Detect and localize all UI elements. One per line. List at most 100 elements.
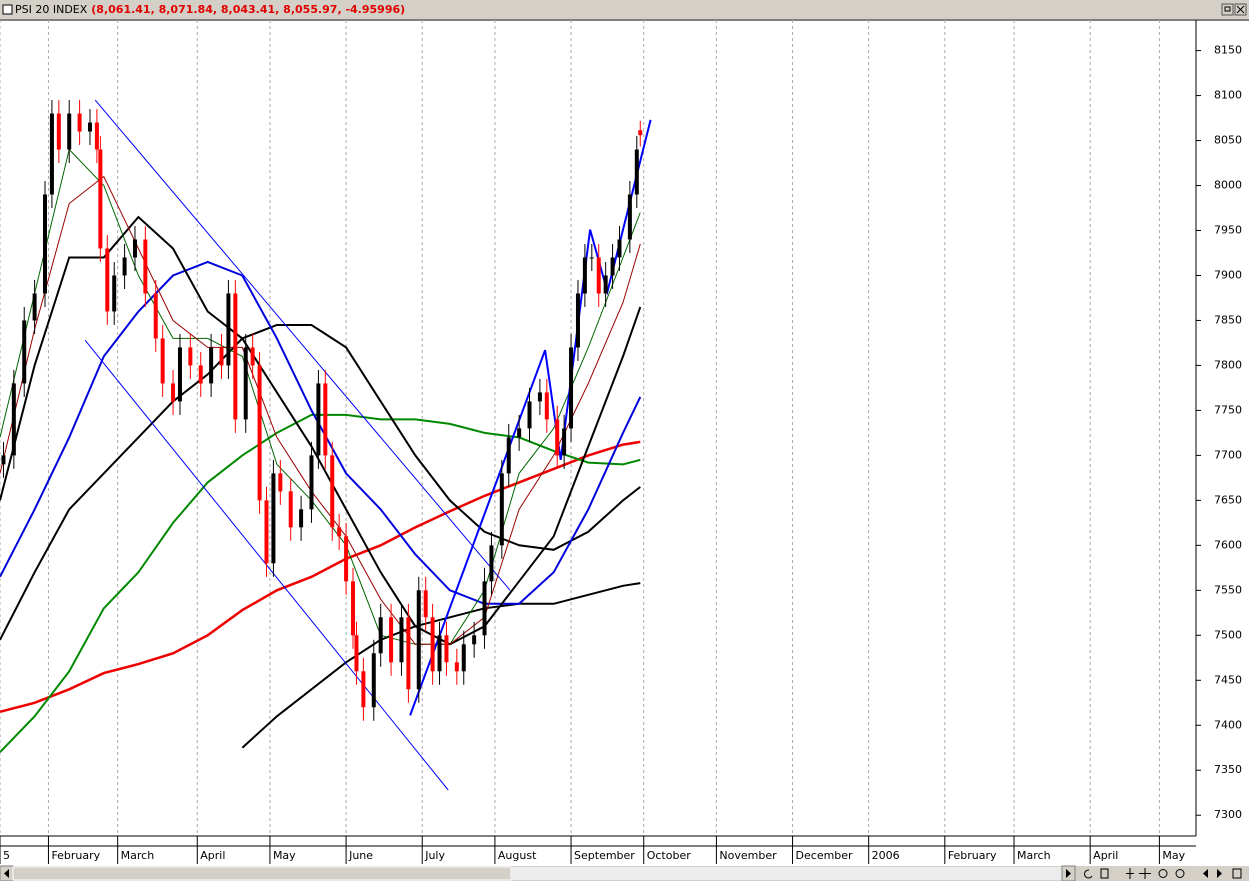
- candle-body: [32, 293, 37, 321]
- candle-body: [589, 257, 594, 259]
- scrollbar[interactable]: [0, 865, 1249, 881]
- y-tick-label: 7350: [1214, 763, 1242, 776]
- candle-body: [177, 347, 182, 402]
- toolbar-bg: [1078, 866, 1249, 881]
- x-tick-label: March: [1017, 849, 1051, 862]
- candle-body: [399, 617, 404, 663]
- tool-icon[interactable]: [1158, 869, 1168, 878]
- y-tick-label: 7500: [1214, 628, 1242, 641]
- grid: [0, 20, 1160, 835]
- restore-icon: [1224, 6, 1231, 12]
- candle-body: [506, 437, 511, 474]
- tool-icon[interactable]: [1126, 868, 1134, 879]
- candle-body: [309, 455, 314, 510]
- tool-icon[interactable]: [1100, 868, 1109, 879]
- candle-body: [454, 662, 459, 672]
- candle-body: [437, 635, 442, 672]
- candle-body: [416, 590, 421, 690]
- candle-body: [482, 581, 487, 636]
- chart-title: PSI 20 INDEX: [15, 3, 88, 16]
- candle-body: [344, 536, 349, 582]
- candle-body: [430, 617, 435, 672]
- candle-body: [517, 428, 522, 438]
- candle-body: [250, 347, 255, 366]
- moving-average: [0, 175, 641, 645]
- candle-body: [171, 383, 176, 402]
- candle-body: [472, 635, 477, 645]
- candle-body: [257, 365, 262, 501]
- candle-body: [11, 383, 16, 456]
- plot-area: [0, 99, 652, 791]
- candle-body: [544, 392, 549, 420]
- ohlc-readout: (8,061.41, 8,071.84, 8,043.41, 8,055.97,…: [91, 3, 405, 16]
- tool-icon[interactable]: [1232, 868, 1242, 879]
- x-tick-label: November: [719, 849, 777, 862]
- candle-body: [378, 617, 383, 654]
- candle-body: [122, 257, 127, 276]
- tool-icon[interactable]: [1217, 869, 1222, 878]
- candle-body: [226, 293, 231, 366]
- candle-body: [56, 113, 61, 150]
- y-tick-label: 7850: [1214, 313, 1242, 326]
- restore-button[interactable]: [1221, 3, 1234, 16]
- candle-body: [361, 671, 366, 708]
- candle-body: [188, 347, 193, 366]
- tool-icon[interactable]: [1175, 869, 1185, 878]
- candle-body: [354, 635, 359, 672]
- candle-body: [638, 130, 643, 136]
- tool-icon[interactable]: [1203, 869, 1208, 878]
- toolbar[interactable]: [1078, 866, 1249, 881]
- candle-body: [94, 122, 99, 150]
- window-buttons[interactable]: [1221, 3, 1247, 16]
- candle-body: [198, 365, 203, 384]
- candle-body: [209, 347, 214, 384]
- moving-average: [0, 413, 641, 753]
- candle-body: [98, 149, 103, 249]
- tool-icon[interactable]: [1139, 868, 1151, 879]
- candle-body: [77, 113, 82, 132]
- scroll-track[interactable]: [511, 867, 1062, 880]
- candle-body: [555, 419, 560, 456]
- candle-body: [288, 491, 293, 528]
- candle-body: [569, 347, 574, 429]
- axes: 7300 7350 7400 7450 7500 7550 7600 7650 7700 7750…: [0, 44, 1242, 864]
- x-tick-label: 2006: [872, 849, 900, 862]
- y-tick-label: 7550: [1214, 583, 1242, 596]
- y-tick-label: 7600: [1214, 538, 1242, 551]
- x-tick-label: December: [796, 849, 854, 862]
- tool-icon[interactable]: [1084, 869, 1093, 879]
- y-tick-label: 7950: [1214, 223, 1242, 236]
- title-bar: [0, 0, 1249, 19]
- candle-body: [22, 320, 27, 384]
- candle-body: [67, 113, 72, 150]
- candle-body: [143, 239, 148, 294]
- candle-body: [271, 473, 276, 564]
- candle-body: [105, 248, 110, 312]
- candle-body: [582, 257, 587, 294]
- candle-body: [527, 401, 532, 429]
- x-tick-label: May: [273, 849, 296, 862]
- candle-body: [603, 275, 608, 294]
- scroll-thumb[interactable]: [12, 866, 512, 881]
- y-tick-label: 7900: [1214, 268, 1242, 281]
- candle-body: [233, 293, 238, 420]
- candle-body: [316, 383, 321, 456]
- x-tick-label: June: [348, 849, 373, 862]
- candle-body: [42, 194, 47, 294]
- arrow-icon: [4, 869, 9, 878]
- candle-body: [596, 257, 601, 294]
- candle-body: [610, 257, 615, 276]
- candle-body: [337, 527, 342, 537]
- x-tick-label: May: [1162, 849, 1185, 862]
- y-tick-label: 7400: [1214, 718, 1242, 731]
- y-tick-label: 7650: [1214, 493, 1242, 506]
- window-icon: [2, 4, 13, 15]
- candle-body: [537, 392, 542, 402]
- x-tick-label: September: [574, 849, 635, 862]
- candle-body: [219, 347, 224, 366]
- candle-body: [423, 590, 428, 618]
- candle-body: [489, 545, 494, 582]
- candle-body: [160, 338, 165, 384]
